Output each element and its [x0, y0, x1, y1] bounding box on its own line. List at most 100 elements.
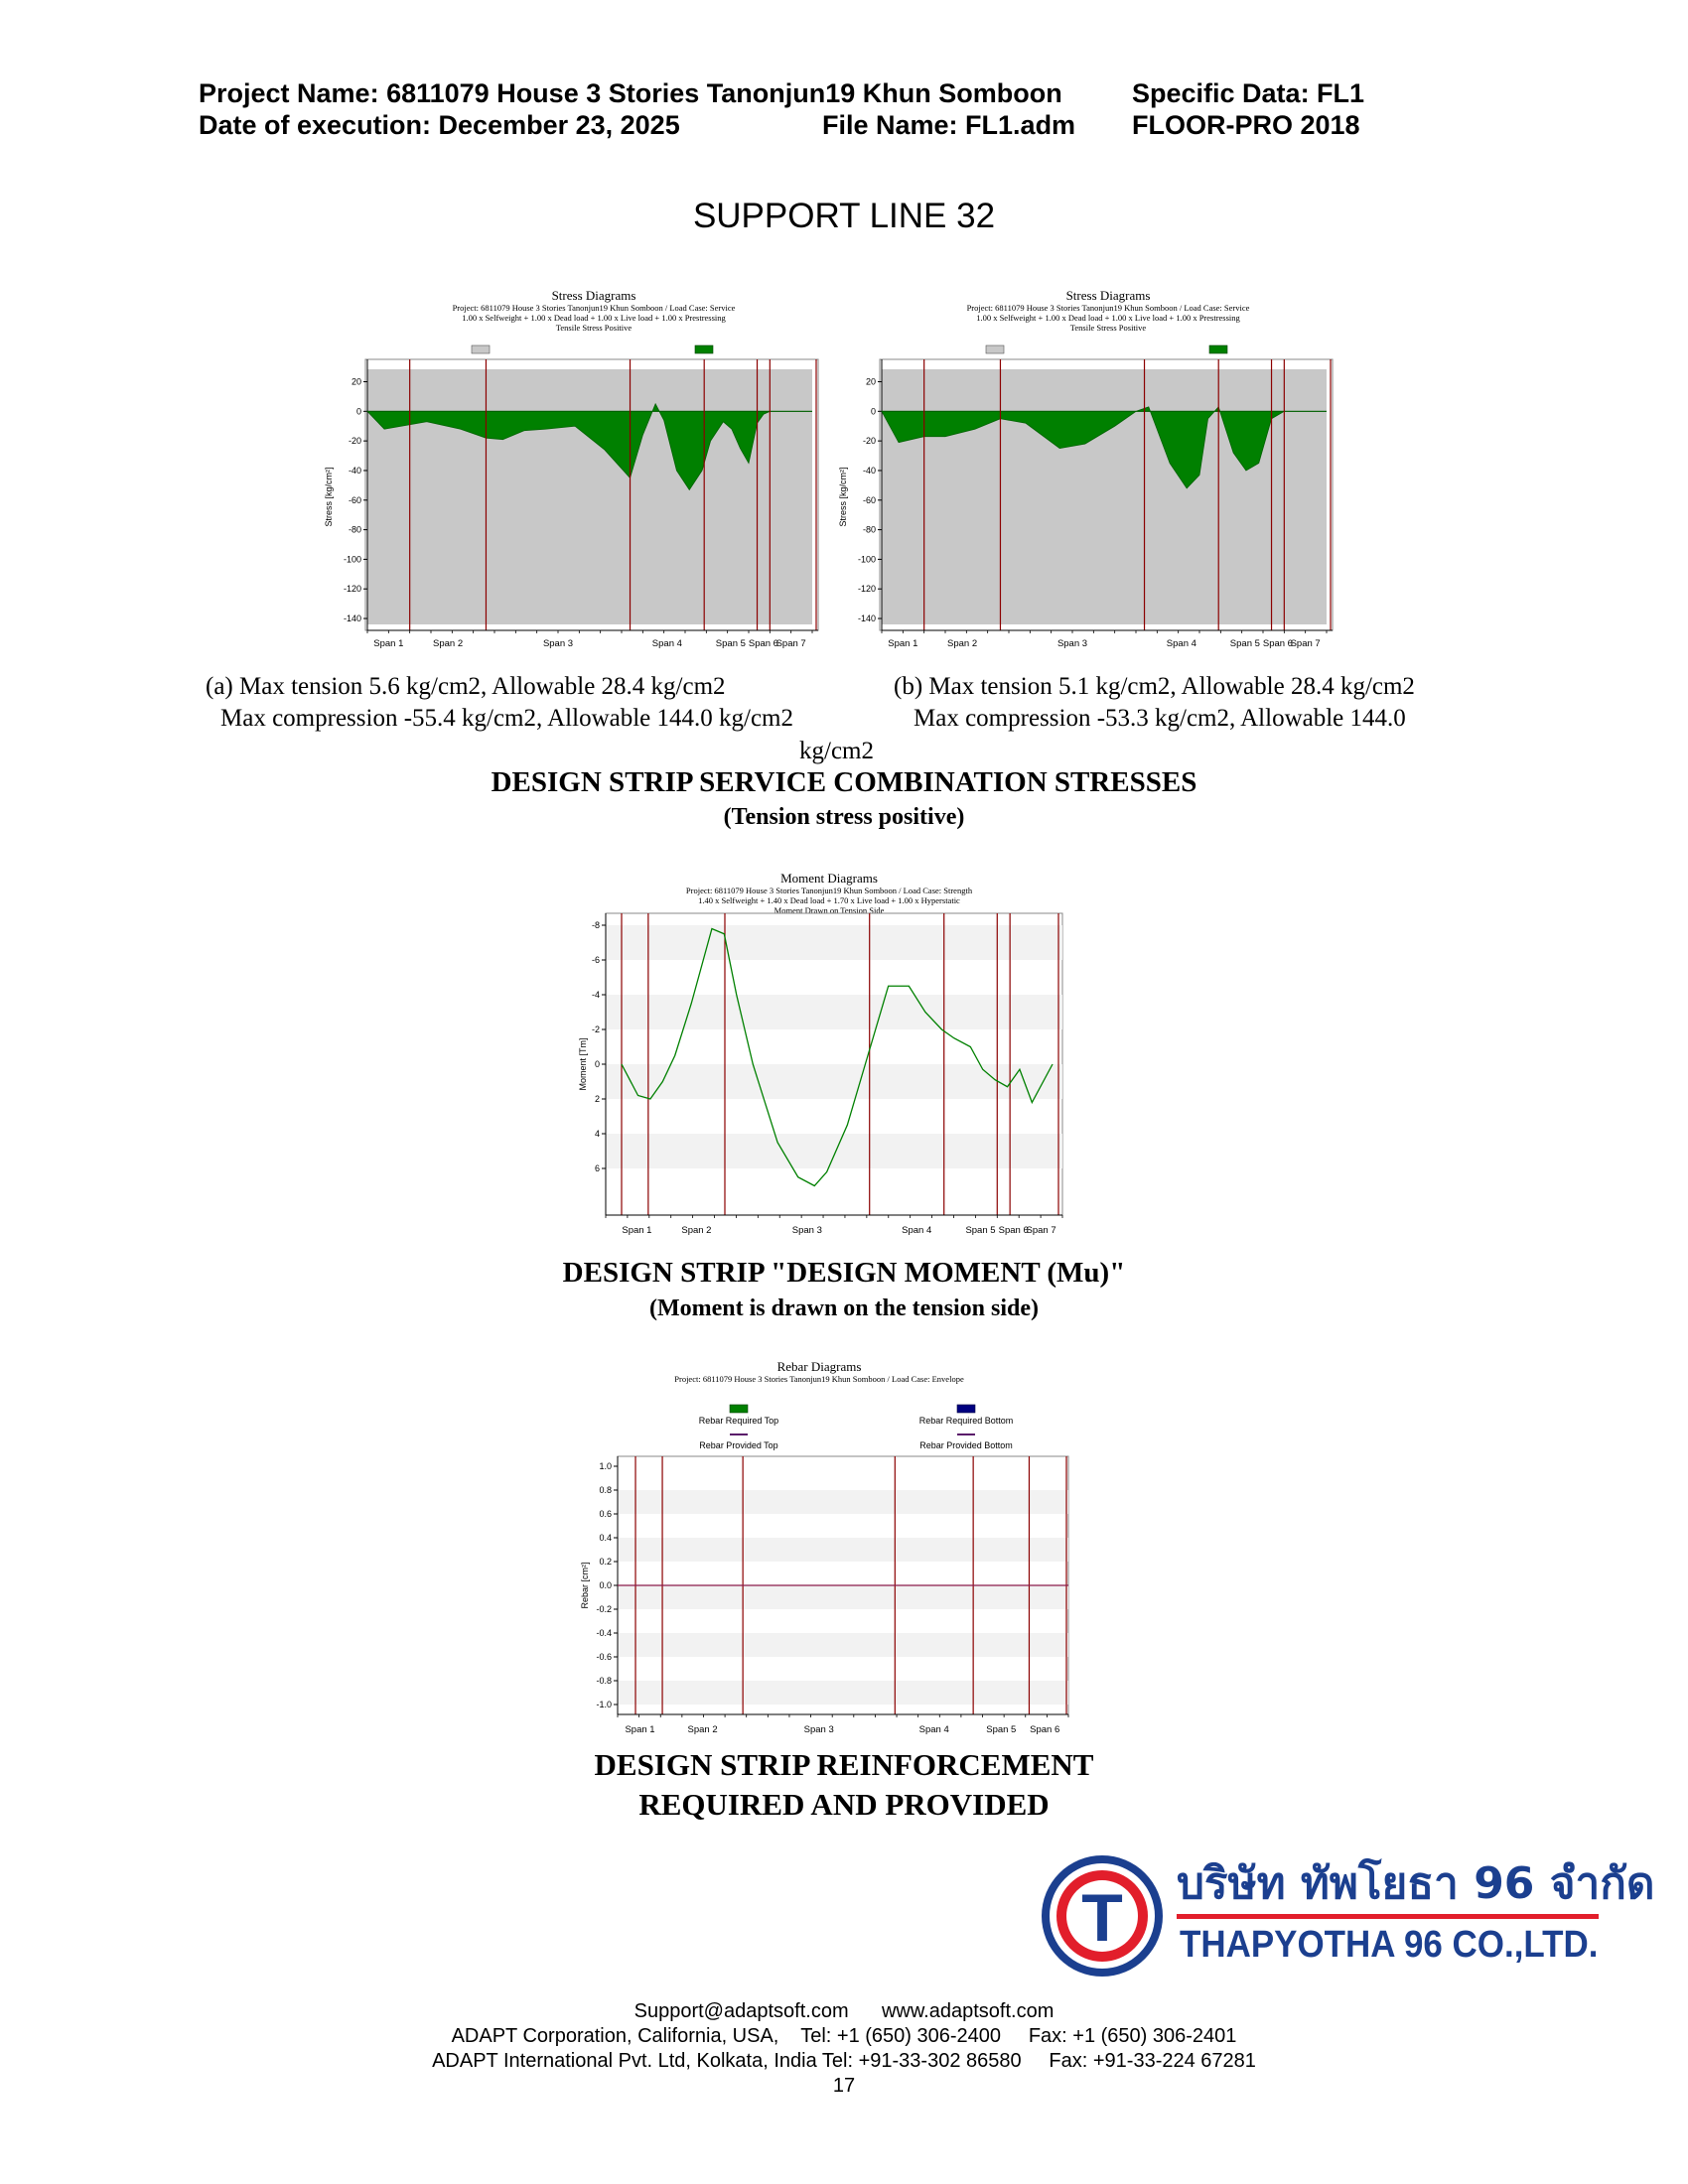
logo-thai-name: บริษัท ทัพโยธา 96 จำกัด [1177, 1858, 1655, 1909]
span-label: Span 6 [749, 638, 778, 649]
y-tick-label: -0.8 [596, 1676, 612, 1686]
chart-subtitle-line: Project: 6811079 House 3 Stories Tanonju… [967, 303, 1250, 313]
span-label: Span 1 [625, 1724, 654, 1735]
span-label: Span 1 [373, 638, 403, 649]
y-axis-label: Stress [kg/cm²] [838, 467, 848, 526]
y-tick-label: 2 [595, 1094, 600, 1104]
stress-subheading: (Tension stress positive) [723, 804, 965, 830]
chart-title: Stress Diagrams [552, 288, 636, 303]
chart-subtitle-line: Moment Drawn on Tension Side [774, 905, 885, 915]
caption-a-line1: (a) Max tension 5.6 kg/cm2, Allowable 28… [206, 673, 726, 700]
legend-allowable-swatch [985, 344, 1005, 354]
legend-req-bottom-label: Rebar Required Bottom [919, 1416, 1014, 1426]
y-tick-label: 20 [352, 377, 361, 387]
y-tick-label: 0 [595, 1059, 600, 1069]
chart-subtitle-line: Tensile Stress Positive [556, 323, 633, 333]
grid-band [618, 1633, 1068, 1657]
chart-subtitle-line: Project: 6811079 House 3 Stories Tanonju… [674, 1374, 964, 1384]
caption-b-line1: (b) Max tension 5.1 kg/cm2, Allowable 28… [894, 673, 1415, 700]
y-tick-label: -2 [592, 1024, 600, 1034]
y-tick-label: -120 [858, 584, 876, 594]
y-tick-label: 0.2 [599, 1557, 612, 1567]
y-tick-label: -60 [863, 495, 876, 505]
allowable-band [367, 369, 812, 624]
y-tick-label: 0 [871, 406, 876, 416]
span-label: Span 2 [433, 638, 463, 649]
span-label: Span 6 [1030, 1724, 1059, 1735]
legend-stress-swatch [1208, 344, 1228, 354]
grid-band [606, 1064, 1062, 1099]
rebar-heading-line2: REQUIRED AND PROVIDED [638, 1787, 1050, 1822]
chart-title: Stress Diagrams [1066, 288, 1151, 303]
y-axis-label: Moment [Tm] [578, 1037, 588, 1090]
moment-heading: DESIGN STRIP "DESIGN MOMENT (Mu)" [562, 1257, 1126, 1289]
legend-req-top-swatch [729, 1404, 749, 1414]
span-label: Span 1 [888, 638, 917, 649]
grid-band [618, 1538, 1068, 1562]
span-label: Span 4 [652, 638, 682, 649]
chart-subtitle-line: Project: 6811079 House 3 Stories Tanonju… [686, 886, 973, 895]
y-tick-label: -40 [349, 466, 361, 476]
span-label: Span 2 [681, 1225, 711, 1236]
chart-title: Rebar Diagrams [777, 1360, 862, 1374]
span-label: Span 7 [1291, 638, 1321, 649]
y-tick-label: 6 [595, 1163, 600, 1173]
chart-subtitle-line: 1.00 x Selfweight + 1.00 x Dead load + 1… [976, 313, 1240, 323]
y-tick-label: 1.0 [599, 1461, 612, 1471]
caption-a-line2: Max compression -55.4 kg/cm2, Allowable … [220, 705, 794, 732]
rebar-heading-line1: DESIGN STRIP REINFORCEMENT [594, 1747, 1094, 1782]
chart-subtitle-line: 1.00 x Selfweight + 1.00 x Dead load + 1… [462, 313, 726, 323]
y-tick-label: 0.4 [599, 1533, 612, 1543]
span-label: Span 5 [1230, 638, 1260, 649]
span-label: Span 7 [776, 638, 806, 649]
y-tick-label: -20 [349, 436, 361, 446]
y-tick-label: -120 [344, 584, 361, 594]
y-tick-label: -80 [349, 525, 361, 535]
logo-english-name: THAPYOTHA 96 CO.,LTD. [1180, 1924, 1599, 1966]
y-tick-label: -6 [592, 955, 600, 965]
chart-subtitle-line: 1.40 x Selfweight + 1.40 x Dead load + 1… [698, 895, 960, 905]
page-title: SUPPORT LINE 32 [692, 197, 996, 235]
y-tick-label: -0.6 [596, 1652, 612, 1662]
y-tick-label: -140 [344, 614, 361, 623]
y-tick-label: -140 [858, 614, 876, 623]
span-label: Span 3 [543, 638, 573, 649]
y-tick-label: 0.8 [599, 1485, 612, 1495]
stress-area [366, 402, 812, 491]
grid-band [618, 1490, 1068, 1514]
date-of-execution: Date of execution: December 23, 2025 [199, 110, 680, 140]
allowable-band [882, 369, 1327, 624]
span-label: Span 6 [1263, 638, 1293, 649]
y-tick-label: -80 [863, 525, 876, 535]
y-tick-label: 4 [595, 1129, 600, 1139]
caption-b-line2: Max compression -53.3 kg/cm2, Allowable … [914, 705, 1406, 732]
y-tick-label: -4 [592, 990, 600, 1000]
footer-support: Support@adaptsoft.com www.adaptsoft.com [633, 2000, 1055, 2022]
grid-band [618, 1585, 1068, 1609]
file-name: File Name: FL1.adm [822, 110, 1076, 140]
legend-prov-top-label: Rebar Provided Top [699, 1440, 777, 1450]
y-axis-label: Rebar [cm²] [580, 1562, 590, 1608]
specific-data: Specific Data: FL1 [1132, 78, 1365, 108]
footer-adapt-india: ADAPT International Pvt. Ltd, Kolkata, I… [432, 2050, 1256, 2072]
span-label: Span 4 [902, 1225, 931, 1236]
y-tick-label: -60 [349, 495, 361, 505]
grid-band [606, 925, 1062, 960]
y-axis-label: Stress [kg/cm²] [324, 467, 334, 526]
y-tick-label: -20 [863, 436, 876, 446]
y-tick-label: -40 [863, 466, 876, 476]
span-label: Span 4 [919, 1724, 949, 1735]
y-tick-label: -0.4 [596, 1628, 612, 1638]
stress-area [881, 406, 1327, 489]
company-logo: T บริษัท ทัพโยธา 96 จำกัด THAPYOTHA 96 C… [1038, 1848, 1654, 1987]
span-label: Span 4 [1167, 638, 1196, 649]
y-tick-label: -1.0 [596, 1700, 612, 1709]
logo-divider [1177, 1914, 1599, 1919]
chart-subtitle-line: Project: 6811079 House 3 Stories Tanonju… [453, 303, 736, 313]
legend-stress-swatch [694, 344, 714, 354]
y-tick-label: 0.0 [599, 1580, 612, 1590]
span-label: Span 5 [986, 1724, 1016, 1735]
span-label: Span 3 [792, 1225, 822, 1236]
y-tick-label: 20 [866, 377, 876, 387]
